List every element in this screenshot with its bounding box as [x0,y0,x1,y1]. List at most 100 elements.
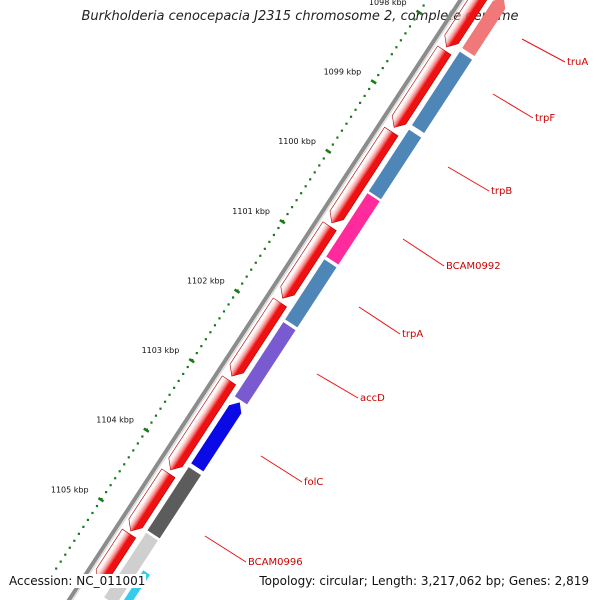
minor-tick [422,4,425,7]
minor-tick [154,414,158,417]
minor-tick [254,261,257,264]
minor-tick [127,456,130,459]
minor-tick [363,94,366,98]
minor-tick [109,484,112,487]
minor-tick [413,18,416,21]
minor-tick [82,525,85,528]
minor-tick [77,532,80,535]
gene-label-truA: truA [567,57,588,68]
major-tick [325,148,332,155]
minor-tick [318,164,321,167]
forward-strand-track [95,0,488,582]
gene-trpF-arrow [411,51,473,134]
minor-tick [200,345,203,348]
minor-tick [386,60,389,63]
minor-tick [59,560,62,563]
minor-tick [64,553,67,556]
minor-tick [381,67,384,70]
minor-tick [227,303,230,306]
minor-tick [241,282,244,285]
scale-tick-label: 1101 kbp [232,207,270,216]
gene-BCAM0992-arrow [326,193,380,265]
major-tick [188,358,195,364]
major-tick [97,497,105,503]
forward-gene-arrow [444,0,488,48]
gene-label-leader [492,93,534,119]
minor-tick [55,567,58,570]
minor-tick [118,470,121,473]
gene-label-leader [260,455,303,483]
gene-label-leader [204,535,247,563]
minor-tick [136,442,139,445]
minor-tick [222,310,226,313]
minor-tick [259,254,262,257]
minor-tick [368,87,371,91]
gene-trpB-arrow [368,129,422,200]
minor-tick [159,407,162,410]
forward-gene-arrow [391,45,452,128]
minor-tick [272,233,276,237]
minor-tick [141,435,144,438]
scale-ticks: 1098 kbp 1099 kbp 1100 kbp 1101 kbp 1102 kbp… [46,0,425,584]
scale-tick-label: 1100 kbp [278,137,316,146]
scale-tick-label: 1103 kbp [142,346,180,355]
minor-tick [336,136,339,139]
gene-label-trpA: trpA [402,329,423,340]
scale-tick-label: 1104 kbp [96,416,134,425]
gene-label-leader [447,166,490,192]
genome-title: Burkholderia cenocepacia J2315 chromosom… [81,9,519,24]
major-tick [370,79,377,85]
scale-tick-label: 1105 kbp [51,485,89,494]
forward-gene-arrow [329,126,399,224]
minor-tick [399,39,403,42]
minor-tick [132,449,135,452]
minor-tick [123,463,126,466]
minor-tick [86,518,90,522]
gene-BCAM0996-arrow [147,467,202,539]
backbone [66,0,465,600]
major-tick [415,9,423,15]
gene-label-BCAM0996: BCAM0996 [248,557,303,568]
forward-gene-arrow [229,297,288,377]
gene-label-leader [402,238,445,267]
scale-tick-label: 1098 kbp [369,0,407,7]
minor-tick [277,226,280,230]
major-tick [143,427,150,433]
minor-tick [286,212,289,216]
minor-tick [268,240,271,243]
gene-folC-arrow [191,402,242,472]
minor-tick [195,351,198,355]
minor-tick [104,491,108,494]
accession-label: Accession: NC_011001 [8,574,147,588]
forward-gene-arrow [128,468,176,532]
gene-label-trpB: trpB [491,186,512,197]
minor-tick [250,268,253,271]
minor-tick [186,365,189,369]
gene-label-folC: folC [304,477,323,488]
minor-tick [304,185,307,188]
minor-tick [114,477,117,480]
minor-tick [349,115,353,118]
gene-labels: truA trpF trpB BCAM0992 trpA accD folC BCAM0996 [204,38,588,568]
minor-tick [150,421,153,424]
minor-tick [340,129,344,132]
minor-tick [218,317,221,320]
major-tick [279,218,286,225]
gene-trpA-arrow [285,259,337,328]
minor-tick [390,53,393,56]
minor-tick [204,338,207,341]
minor-tick [209,331,212,334]
backbone-line [66,0,463,600]
gene-truA-arrow [462,0,506,57]
minor-tick [309,178,312,181]
minor-tick [95,504,99,508]
forward-gene-arrow [280,221,337,299]
minor-tick [91,511,94,515]
gene-label-BCAM0992: BCAM0992 [446,261,501,272]
minor-tick [331,143,334,146]
minor-tick [263,247,266,250]
minor-tick [177,379,180,383]
minor-tick [173,386,176,389]
scale-tick-label: 1102 kbp [187,277,225,286]
minor-tick [300,192,303,195]
